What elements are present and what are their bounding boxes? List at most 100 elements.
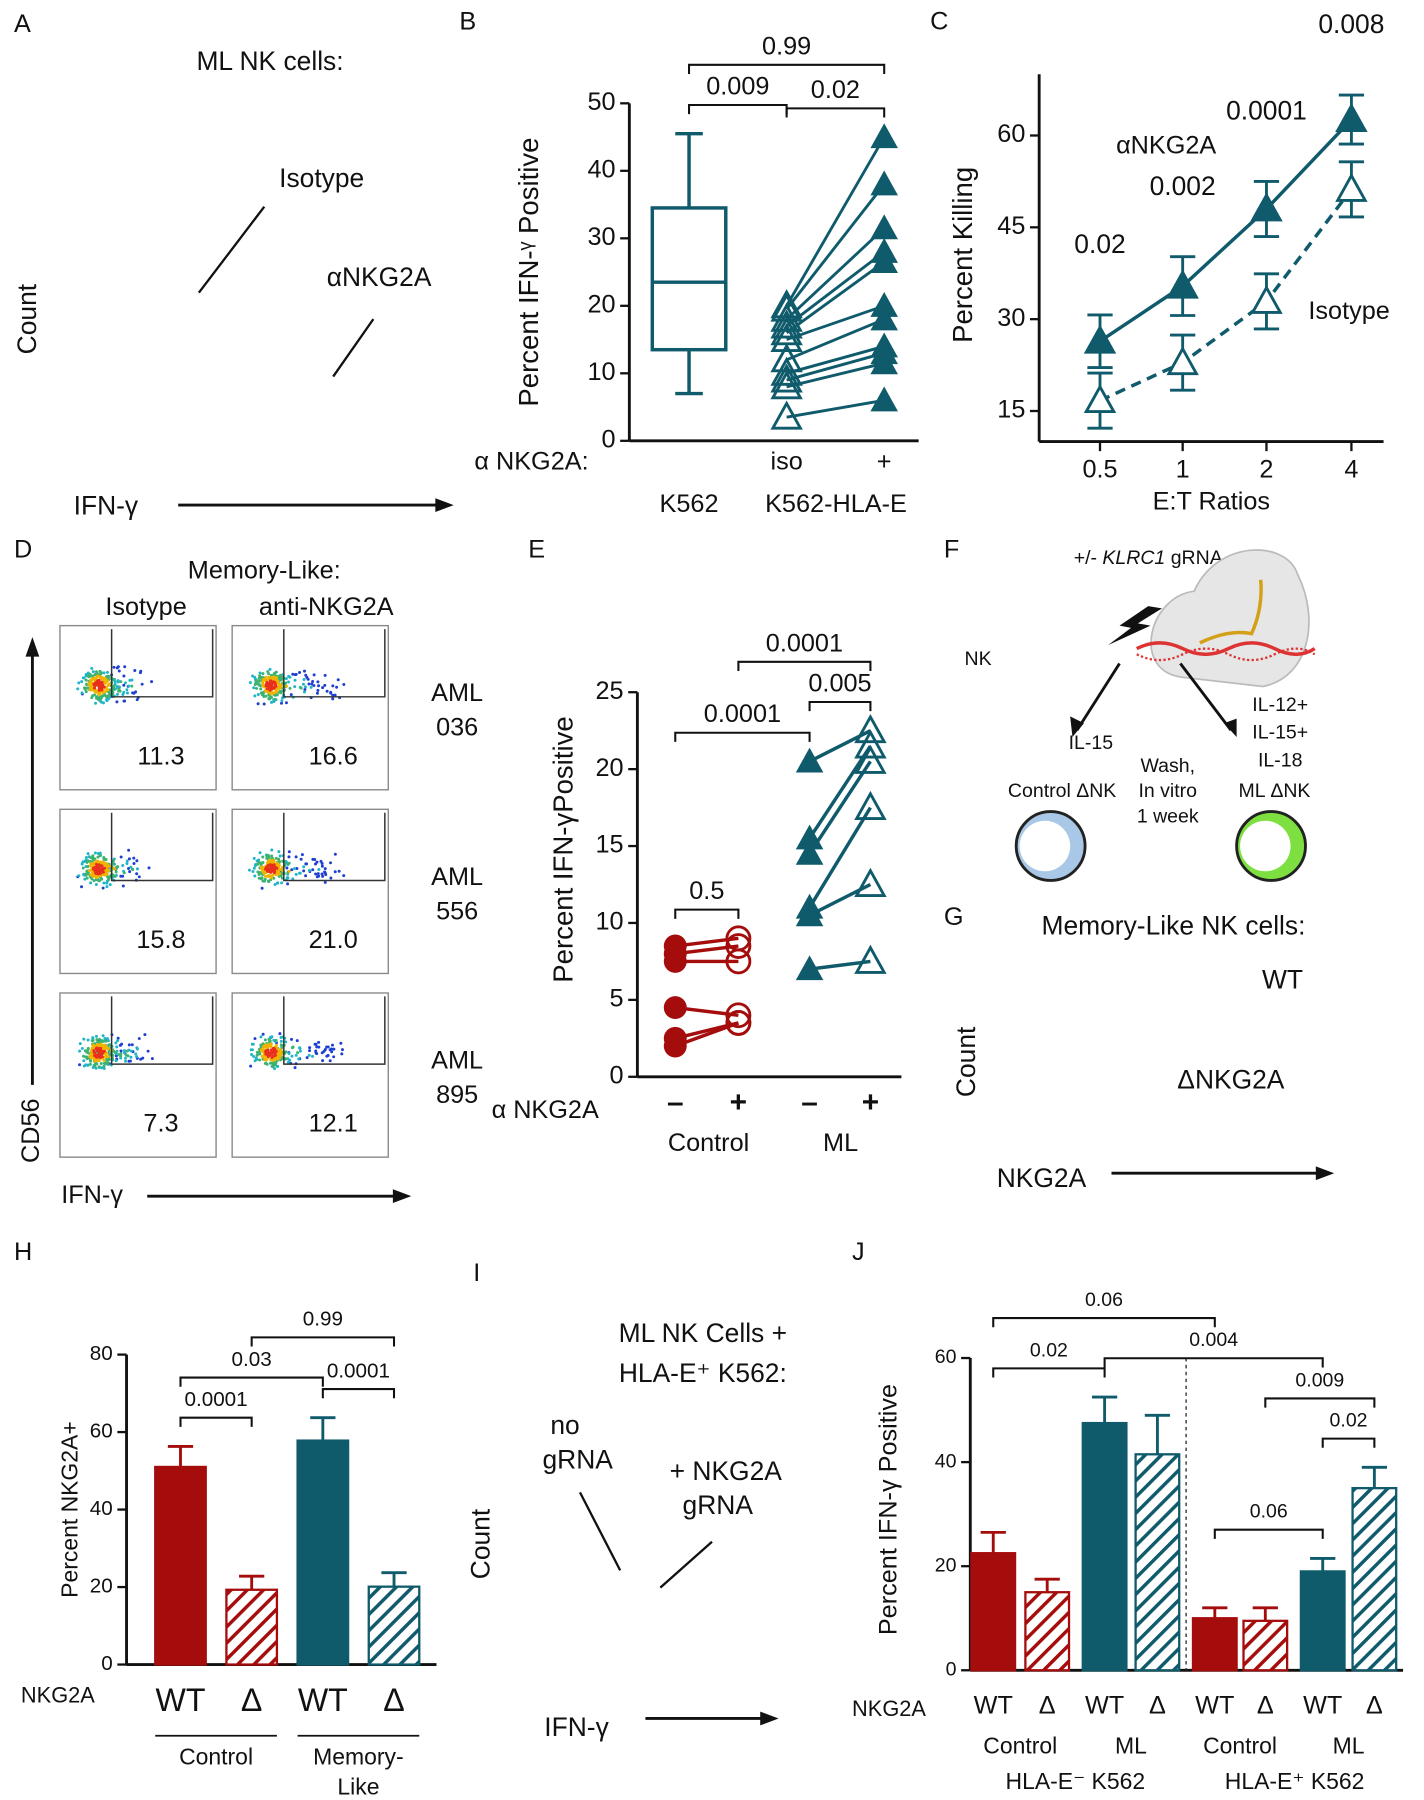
event-dot (261, 860, 265, 864)
p-value: 0.99 (303, 1308, 343, 1331)
pointer-line (659, 1540, 713, 1589)
event-dot (107, 1052, 111, 1056)
panel-letter: C (930, 8, 948, 36)
event-dot (137, 1037, 141, 1041)
event-dot (101, 886, 105, 890)
event-dot (329, 690, 333, 694)
bar (154, 1465, 207, 1666)
event-dot (299, 857, 303, 861)
event-dot (252, 1054, 256, 1058)
event-dot (127, 857, 131, 861)
event-dot (292, 867, 296, 871)
event-dot (320, 862, 324, 865)
event-dot (102, 857, 106, 861)
event-dot (137, 875, 141, 879)
pair-line (808, 760, 872, 855)
event-dot (325, 1045, 329, 1049)
event-dot (83, 877, 87, 881)
event-dot (78, 1063, 82, 1067)
event-dot (300, 853, 304, 857)
event-dot (88, 1062, 92, 1066)
y-axis-label: CD56 (17, 1098, 45, 1163)
event-dot (84, 690, 88, 694)
event-dot (307, 1053, 311, 1057)
event-dot (311, 857, 315, 861)
event-dot (267, 672, 271, 676)
event-dot (333, 693, 337, 697)
event-dot (325, 689, 329, 693)
filled-triangle (870, 349, 898, 375)
event-dot (139, 1057, 143, 1061)
event-dot (316, 872, 320, 876)
event-dot (271, 1065, 275, 1069)
event-dot (337, 869, 341, 873)
event-dot (342, 874, 346, 878)
event-dot (143, 1033, 147, 1037)
pair-line (786, 317, 885, 362)
event-dot (127, 684, 131, 688)
event-dot (323, 683, 327, 687)
label: Memory-Like NK cells: (1041, 911, 1305, 941)
event-dot (99, 1061, 103, 1065)
event-dot (259, 1035, 263, 1039)
event-dot (290, 868, 294, 872)
row-label: AML (431, 863, 483, 891)
event-dot (108, 883, 112, 887)
event-dot (280, 699, 284, 703)
group-label: Control (983, 1732, 1057, 1758)
p-value: 0.06 (1250, 1501, 1288, 1523)
event-dot (268, 867, 272, 871)
event-dot (129, 1055, 133, 1059)
bar (1299, 1570, 1346, 1672)
event-dot (330, 1050, 334, 1054)
filled-triangle (870, 305, 898, 331)
event-dot (88, 1058, 92, 1062)
bar (367, 1585, 421, 1666)
event-dot (293, 678, 297, 682)
y-tick-label: 60 (90, 1420, 113, 1443)
event-dot (317, 874, 321, 878)
y-tick-label: 0 (610, 1061, 624, 1089)
event-dot (102, 1058, 106, 1062)
group-label: ML (1115, 1732, 1147, 1758)
row-label: 895 (436, 1081, 478, 1109)
hollow-triangle (770, 356, 803, 386)
pair-line (786, 344, 885, 375)
label: no (550, 1410, 579, 1440)
event-dot (114, 870, 118, 874)
pair-line (786, 361, 885, 389)
event-dot (321, 686, 325, 690)
filled-triangle (795, 839, 824, 865)
x-tick-label: 1 (1176, 455, 1190, 483)
bar (1242, 1619, 1289, 1672)
arrow-head (435, 498, 454, 512)
x-axis-label: IFN-γ (74, 490, 139, 520)
event-dot (86, 852, 90, 856)
event-dot (293, 1066, 297, 1070)
event-dot (106, 1047, 110, 1051)
panel-letter: E (528, 536, 545, 564)
label: WT (1262, 964, 1303, 994)
event-dot (279, 1039, 283, 1043)
cytokine-label: IL-12+ (1252, 694, 1308, 716)
event-dot (84, 674, 88, 678)
event-dot (261, 693, 265, 697)
event-dot (95, 1038, 99, 1042)
event-dot (316, 680, 320, 684)
ml-cell-inner (1240, 820, 1291, 872)
event-dot (270, 1051, 274, 1055)
event-dot (123, 699, 127, 703)
event-dot (284, 1040, 288, 1044)
event-dot (264, 1061, 268, 1065)
x-axis-label: NKG2A (997, 1163, 1087, 1193)
event-dot (274, 684, 278, 688)
arrow-head (760, 1711, 779, 1726)
panel-letter: I (473, 1259, 480, 1287)
event-dot (102, 881, 106, 885)
event-dot (104, 870, 108, 874)
event-dot (128, 1059, 132, 1063)
event-dot (114, 1054, 118, 1058)
event-dot (254, 686, 258, 690)
event-dot (314, 1051, 318, 1055)
event-dot (336, 678, 340, 682)
